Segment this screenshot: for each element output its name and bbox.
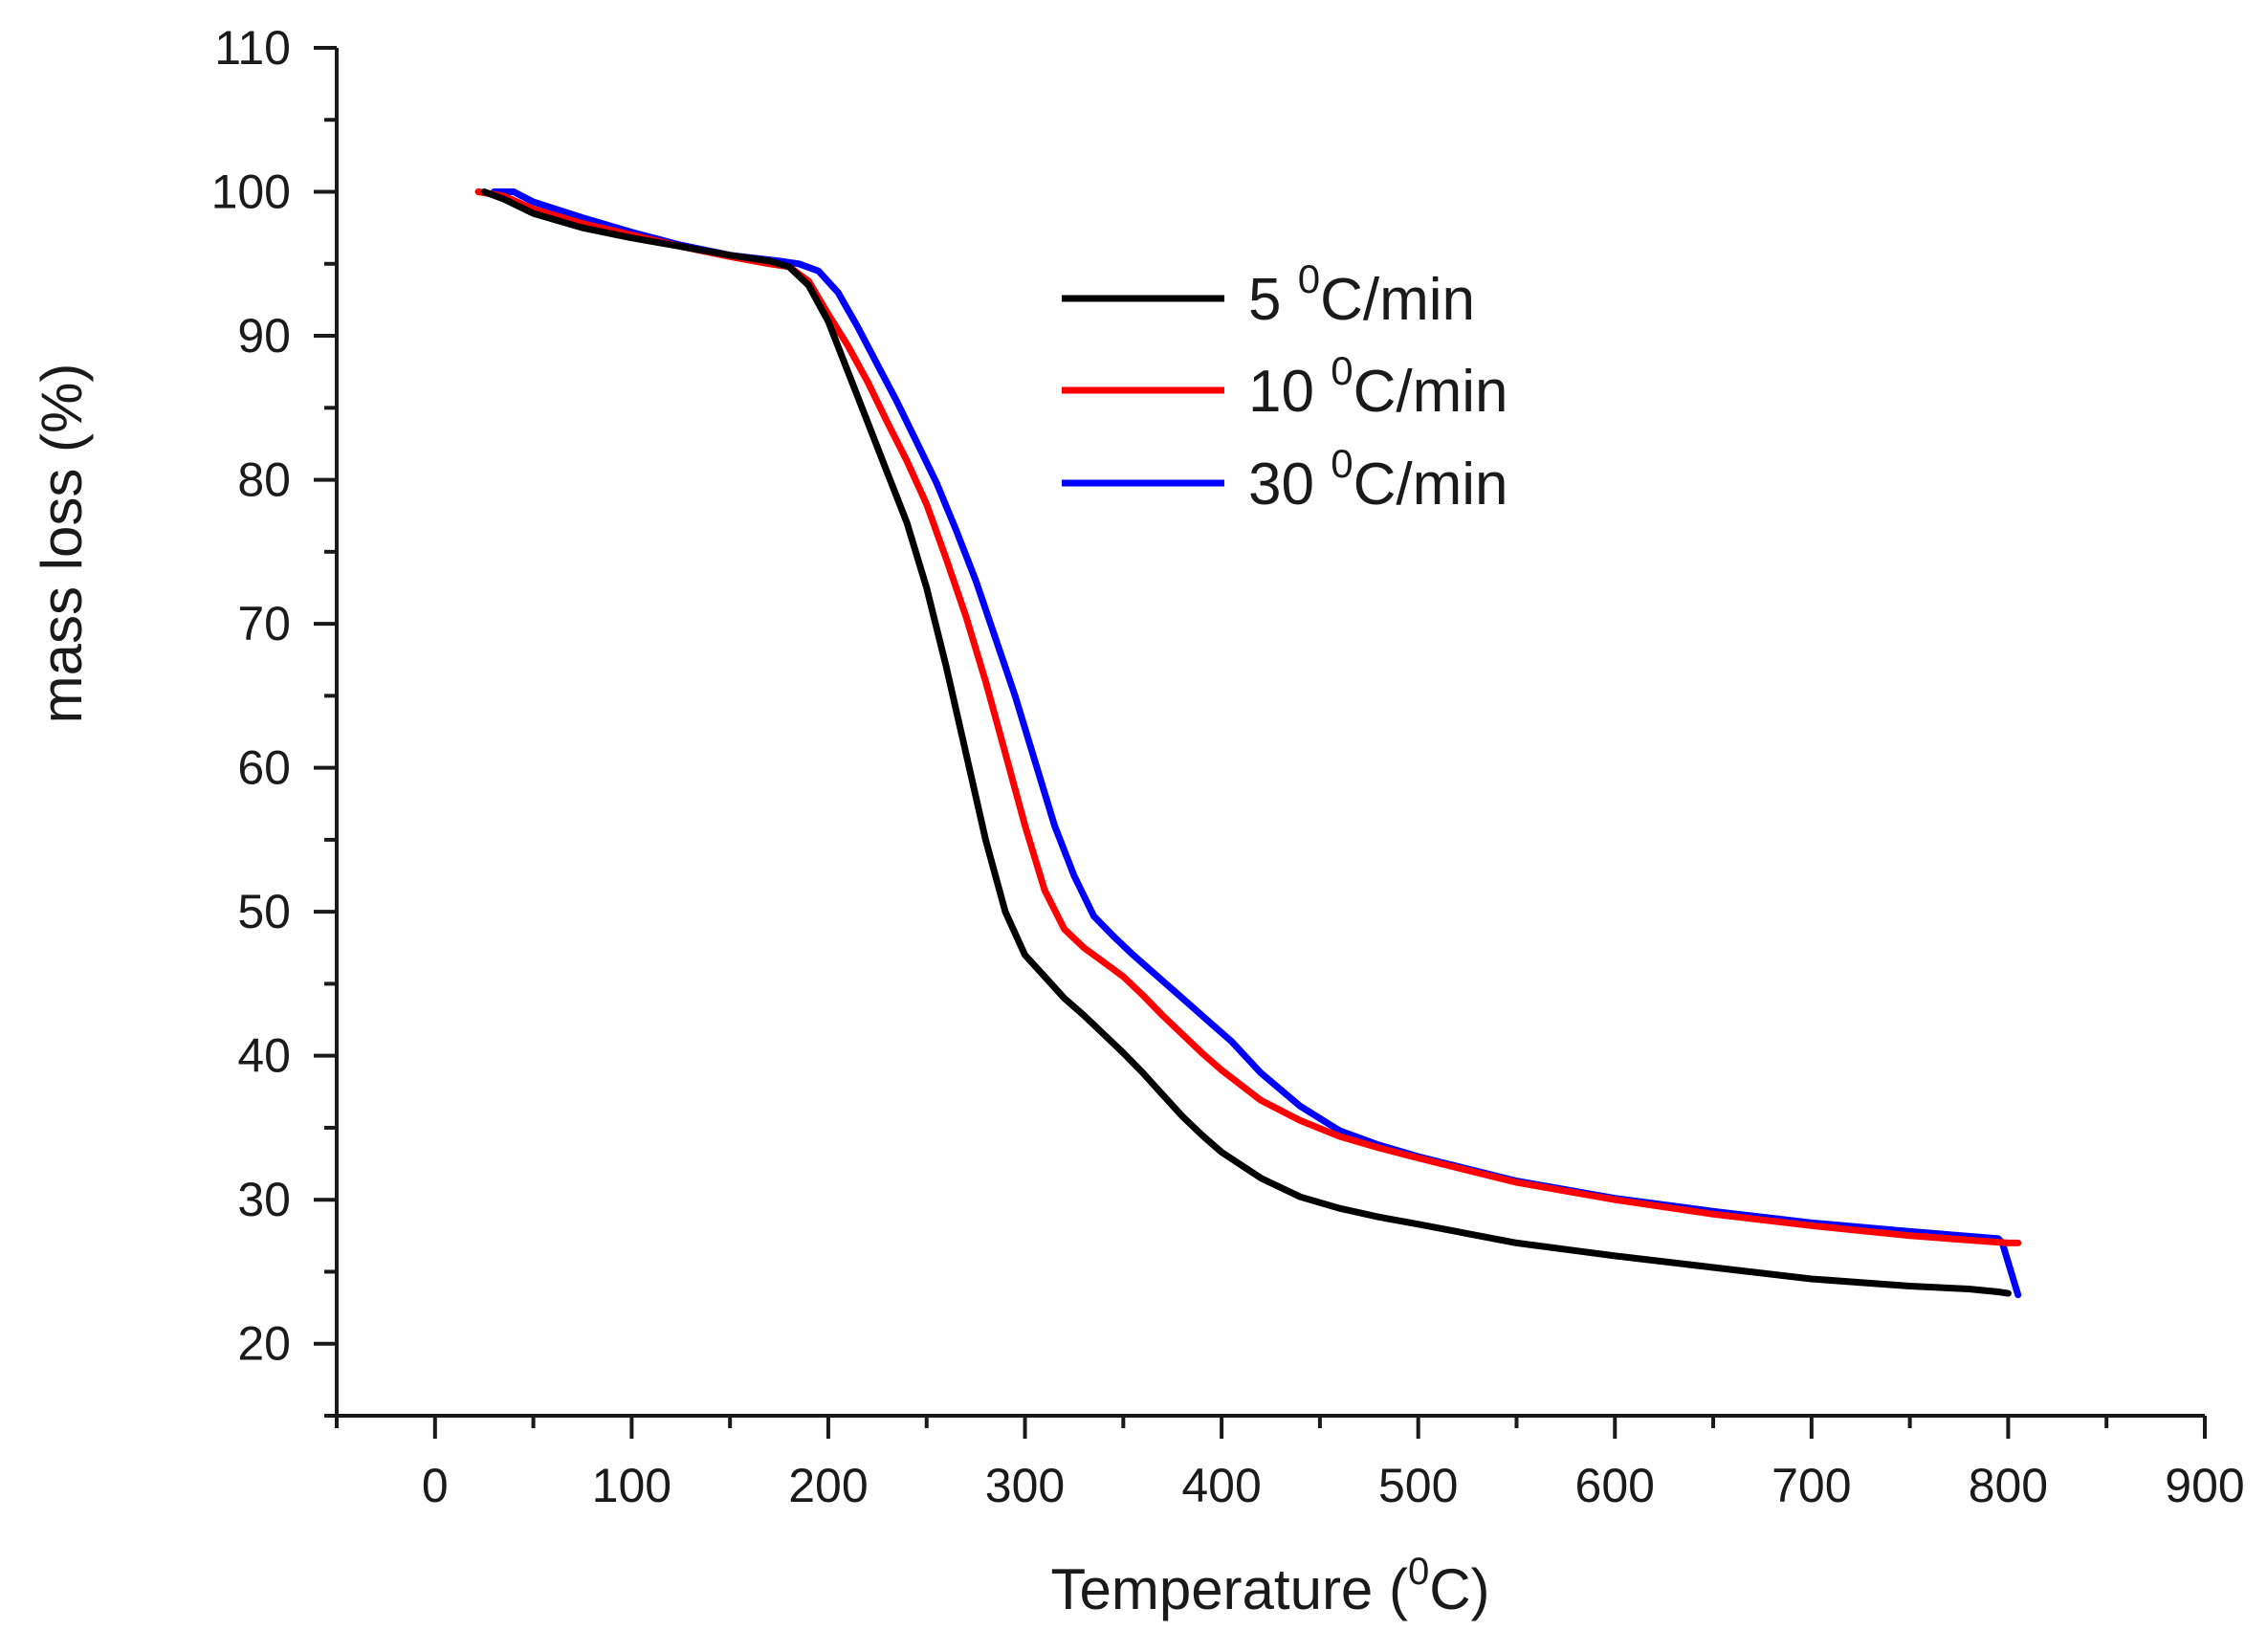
legend: 5 0C/min 10 0C/min 30 0C/min [1062,256,1508,518]
x-tick-label: 100 [592,1459,671,1512]
y-tick-layer: 20 30 40 50 60 70 80 90 100 110 [211,21,337,1418]
legend-label-5: 5 0C/min [1248,256,1475,333]
x-axis-title-main: Temperature ( [1050,1557,1407,1621]
legend-label-30: 30 0C/min [1248,441,1508,518]
y-axis-title: mass loss (%) [30,363,94,724]
y-tick-label: 80 [237,453,291,507]
x-tick-layer: 0 100 200 300 400 500 600 700 800 900 [335,1416,2245,1512]
y-tick-label: 20 [237,1317,291,1371]
series-line-10-c-per-min [474,188,2022,1246]
legend-label-10: 10 0C/min [1248,348,1508,425]
series-layer [474,188,2022,1299]
x-tick-label: 500 [1378,1459,1458,1512]
x-tick-label: 0 [422,1459,449,1512]
y-tick-label: 110 [214,21,291,75]
y-tick-label: 50 [237,885,291,938]
x-axis-title-unit: C) [1429,1557,1489,1621]
y-tick-label: 30 [237,1173,291,1226]
series-line-5-c-per-min [480,188,2012,1297]
x-axis-title: Temperature (0C) [1050,1551,1489,1621]
y-tick-label: 40 [237,1029,291,1083]
x-tick-label: 400 [1181,1459,1261,1512]
axes-layer [335,48,2205,1418]
y-tick-label: 100 [211,165,291,219]
series-line-30-c-per-min [491,188,2022,1299]
x-tick-label: 800 [1969,1459,2048,1512]
y-tick-label: 60 [237,741,291,795]
x-tick-label: 200 [788,1459,868,1512]
x-tick-label: 300 [985,1459,1065,1512]
y-tick-label: 90 [237,309,291,363]
x-tick-label: 900 [2165,1459,2244,1512]
x-tick-label: 700 [1772,1459,1851,1512]
y-tick-label: 70 [237,597,291,650]
x-axis-title-sup: 0 [1408,1551,1429,1593]
x-tick-label: 600 [1575,1459,1655,1512]
